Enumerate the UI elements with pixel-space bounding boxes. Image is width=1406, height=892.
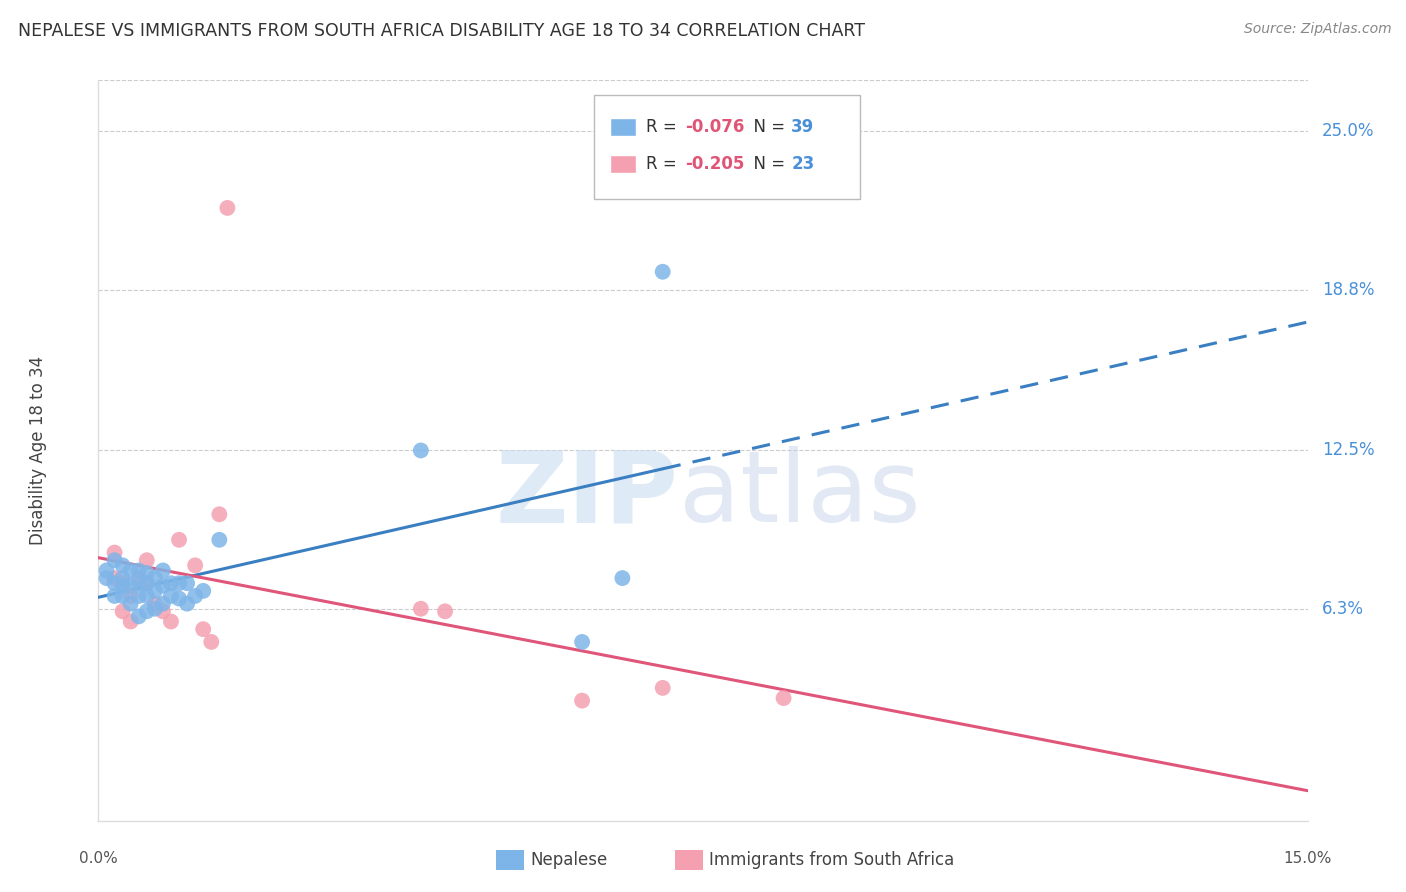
Point: [143, 571, 166, 585]
Point: [160, 615, 183, 629]
Point: [103, 589, 125, 603]
Point: [143, 583, 166, 598]
Point: [409, 601, 432, 615]
Point: [571, 635, 593, 649]
Text: -0.076: -0.076: [685, 118, 744, 136]
Point: [135, 576, 157, 591]
Text: 39: 39: [792, 118, 814, 136]
Point: [217, 201, 239, 215]
Point: [143, 601, 166, 615]
Point: [120, 615, 142, 629]
Text: 18.8%: 18.8%: [1322, 281, 1375, 299]
Point: [193, 583, 215, 598]
Point: [103, 553, 125, 567]
Text: 15.0%: 15.0%: [1284, 851, 1331, 866]
Point: [651, 265, 673, 279]
Text: ZIP: ZIP: [496, 446, 679, 543]
Point: [200, 635, 222, 649]
Point: [96, 571, 118, 585]
Point: [120, 579, 142, 593]
Point: [651, 681, 673, 695]
Point: [152, 597, 174, 611]
Text: -0.205: -0.205: [685, 155, 744, 173]
Point: [160, 589, 183, 603]
Point: [184, 589, 207, 603]
Point: [184, 558, 207, 573]
Point: [176, 576, 198, 591]
Point: [167, 576, 190, 591]
Point: [571, 693, 593, 707]
Text: 12.5%: 12.5%: [1322, 442, 1375, 459]
Point: [167, 533, 190, 547]
Point: [135, 553, 157, 567]
Point: [772, 691, 794, 706]
Point: [111, 558, 134, 573]
Text: 6.3%: 6.3%: [1322, 599, 1364, 618]
Point: [128, 564, 150, 578]
Text: R =: R =: [647, 155, 682, 173]
Point: [111, 579, 134, 593]
Point: [128, 571, 150, 585]
Text: Disability Age 18 to 34: Disability Age 18 to 34: [30, 356, 46, 545]
Point: [120, 589, 142, 603]
Text: NEPALESE VS IMMIGRANTS FROM SOUTH AFRICA DISABILITY AGE 18 TO 34 CORRELATION CHA: NEPALESE VS IMMIGRANTS FROM SOUTH AFRICA…: [18, 22, 865, 40]
Point: [152, 564, 174, 578]
Point: [111, 571, 134, 585]
Point: [135, 589, 157, 603]
Point: [103, 545, 125, 559]
Point: [434, 604, 457, 618]
Point: [103, 571, 125, 585]
Point: [193, 622, 215, 636]
Text: Source: ZipAtlas.com: Source: ZipAtlas.com: [1244, 22, 1392, 37]
Point: [111, 589, 134, 603]
Point: [208, 533, 231, 547]
Point: [120, 597, 142, 611]
Point: [612, 571, 634, 585]
Text: N =: N =: [742, 155, 790, 173]
Point: [135, 604, 157, 618]
Text: 0.0%: 0.0%: [79, 851, 118, 866]
Point: [128, 609, 150, 624]
FancyBboxPatch shape: [610, 118, 637, 136]
Point: [135, 576, 157, 591]
Point: [152, 604, 174, 618]
Text: 23: 23: [792, 155, 814, 173]
Point: [208, 508, 231, 522]
Point: [152, 579, 174, 593]
Text: atlas: atlas: [679, 446, 921, 543]
Point: [135, 566, 157, 580]
Point: [176, 597, 198, 611]
Point: [409, 443, 432, 458]
FancyBboxPatch shape: [595, 95, 860, 199]
Point: [111, 576, 134, 591]
FancyBboxPatch shape: [610, 154, 637, 173]
Point: [103, 576, 125, 591]
Point: [167, 591, 190, 606]
Text: N =: N =: [742, 118, 790, 136]
Point: [120, 564, 142, 578]
Text: Nepalese: Nepalese: [530, 851, 607, 869]
Point: [128, 589, 150, 603]
Text: 25.0%: 25.0%: [1322, 122, 1375, 140]
Point: [143, 597, 166, 611]
Point: [96, 564, 118, 578]
Point: [160, 576, 183, 591]
Text: Immigrants from South Africa: Immigrants from South Africa: [709, 851, 953, 869]
Point: [111, 604, 134, 618]
Text: R =: R =: [647, 118, 682, 136]
Point: [128, 576, 150, 591]
